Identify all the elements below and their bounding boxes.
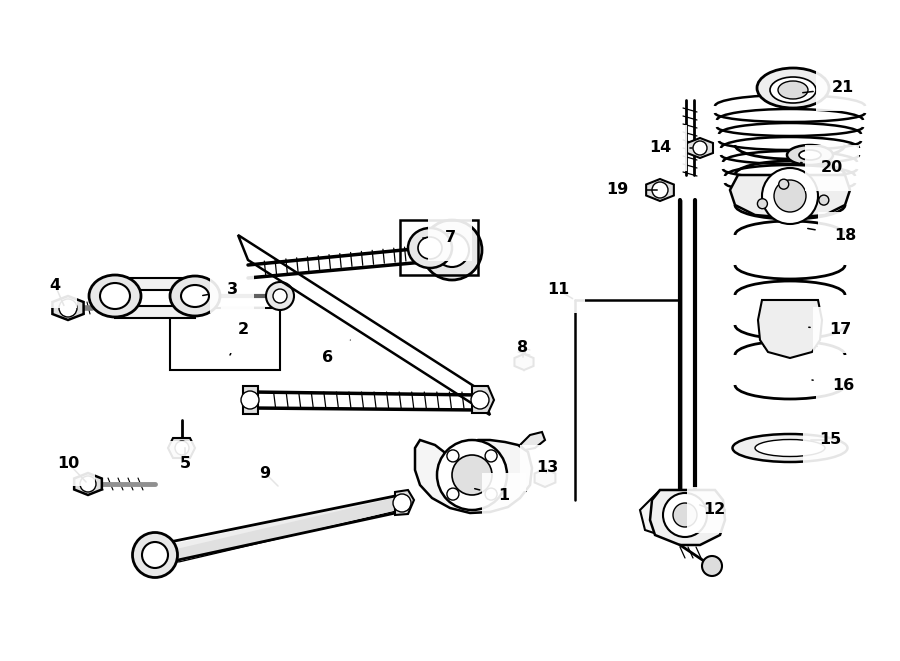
Polygon shape — [730, 175, 850, 218]
Polygon shape — [650, 490, 725, 545]
Text: 4: 4 — [50, 278, 64, 305]
Polygon shape — [74, 473, 102, 495]
Circle shape — [273, 289, 287, 303]
Text: 9: 9 — [259, 465, 278, 486]
Ellipse shape — [100, 283, 130, 309]
Text: 7: 7 — [423, 231, 455, 245]
Circle shape — [437, 440, 507, 510]
Ellipse shape — [770, 77, 816, 103]
Circle shape — [652, 182, 668, 198]
Ellipse shape — [181, 285, 209, 307]
Circle shape — [393, 494, 411, 512]
Text: 16: 16 — [812, 377, 854, 393]
Circle shape — [447, 488, 459, 500]
Circle shape — [774, 180, 806, 212]
Ellipse shape — [733, 434, 848, 462]
Circle shape — [452, 455, 492, 495]
Text: 11: 11 — [547, 282, 572, 299]
Text: 17: 17 — [809, 323, 851, 338]
Polygon shape — [535, 469, 555, 487]
Circle shape — [471, 391, 489, 409]
Ellipse shape — [418, 237, 442, 259]
Circle shape — [762, 168, 818, 224]
Polygon shape — [52, 296, 84, 320]
Text: 20: 20 — [801, 161, 843, 176]
Ellipse shape — [89, 275, 141, 317]
Polygon shape — [472, 386, 494, 413]
Polygon shape — [640, 490, 725, 535]
Circle shape — [485, 488, 497, 500]
Polygon shape — [415, 440, 532, 513]
Polygon shape — [687, 138, 713, 158]
Circle shape — [758, 199, 768, 209]
Circle shape — [80, 476, 96, 492]
Circle shape — [485, 450, 497, 462]
Polygon shape — [395, 490, 414, 515]
Circle shape — [663, 493, 707, 537]
Text: 18: 18 — [807, 227, 856, 243]
Text: 8: 8 — [518, 340, 528, 357]
Text: 5: 5 — [179, 447, 191, 471]
Text: 3: 3 — [202, 282, 238, 297]
Bar — [170, 308, 280, 370]
Ellipse shape — [142, 542, 168, 568]
Text: 2: 2 — [230, 323, 248, 355]
Polygon shape — [168, 438, 195, 458]
Polygon shape — [758, 300, 822, 358]
Circle shape — [435, 233, 469, 267]
Polygon shape — [142, 547, 168, 563]
Ellipse shape — [787, 145, 833, 165]
Text: 21: 21 — [803, 81, 854, 95]
Bar — [115, 278, 195, 290]
Bar — [115, 306, 195, 318]
Circle shape — [175, 441, 189, 455]
Text: 19: 19 — [606, 182, 657, 198]
Text: 12: 12 — [699, 502, 725, 518]
Text: 13: 13 — [536, 461, 558, 475]
Text: 6: 6 — [322, 340, 350, 366]
Circle shape — [241, 391, 259, 409]
Circle shape — [673, 503, 697, 527]
Text: 1: 1 — [474, 488, 509, 504]
Circle shape — [266, 282, 294, 310]
Circle shape — [702, 556, 722, 576]
Ellipse shape — [132, 533, 177, 578]
Circle shape — [447, 450, 459, 462]
Text: 10: 10 — [57, 455, 86, 482]
Circle shape — [778, 179, 788, 189]
Polygon shape — [243, 386, 258, 414]
Ellipse shape — [799, 150, 821, 160]
Ellipse shape — [170, 276, 220, 316]
Circle shape — [422, 220, 482, 280]
Circle shape — [59, 299, 77, 317]
Ellipse shape — [778, 81, 808, 99]
Polygon shape — [646, 179, 674, 201]
Ellipse shape — [755, 440, 825, 457]
Circle shape — [819, 195, 829, 205]
Bar — [400, 220, 478, 275]
Ellipse shape — [408, 228, 452, 268]
Polygon shape — [515, 354, 534, 370]
Circle shape — [693, 141, 707, 155]
Text: 14: 14 — [649, 141, 692, 155]
Text: 15: 15 — [811, 432, 842, 447]
Polygon shape — [520, 432, 545, 450]
Ellipse shape — [757, 68, 829, 108]
